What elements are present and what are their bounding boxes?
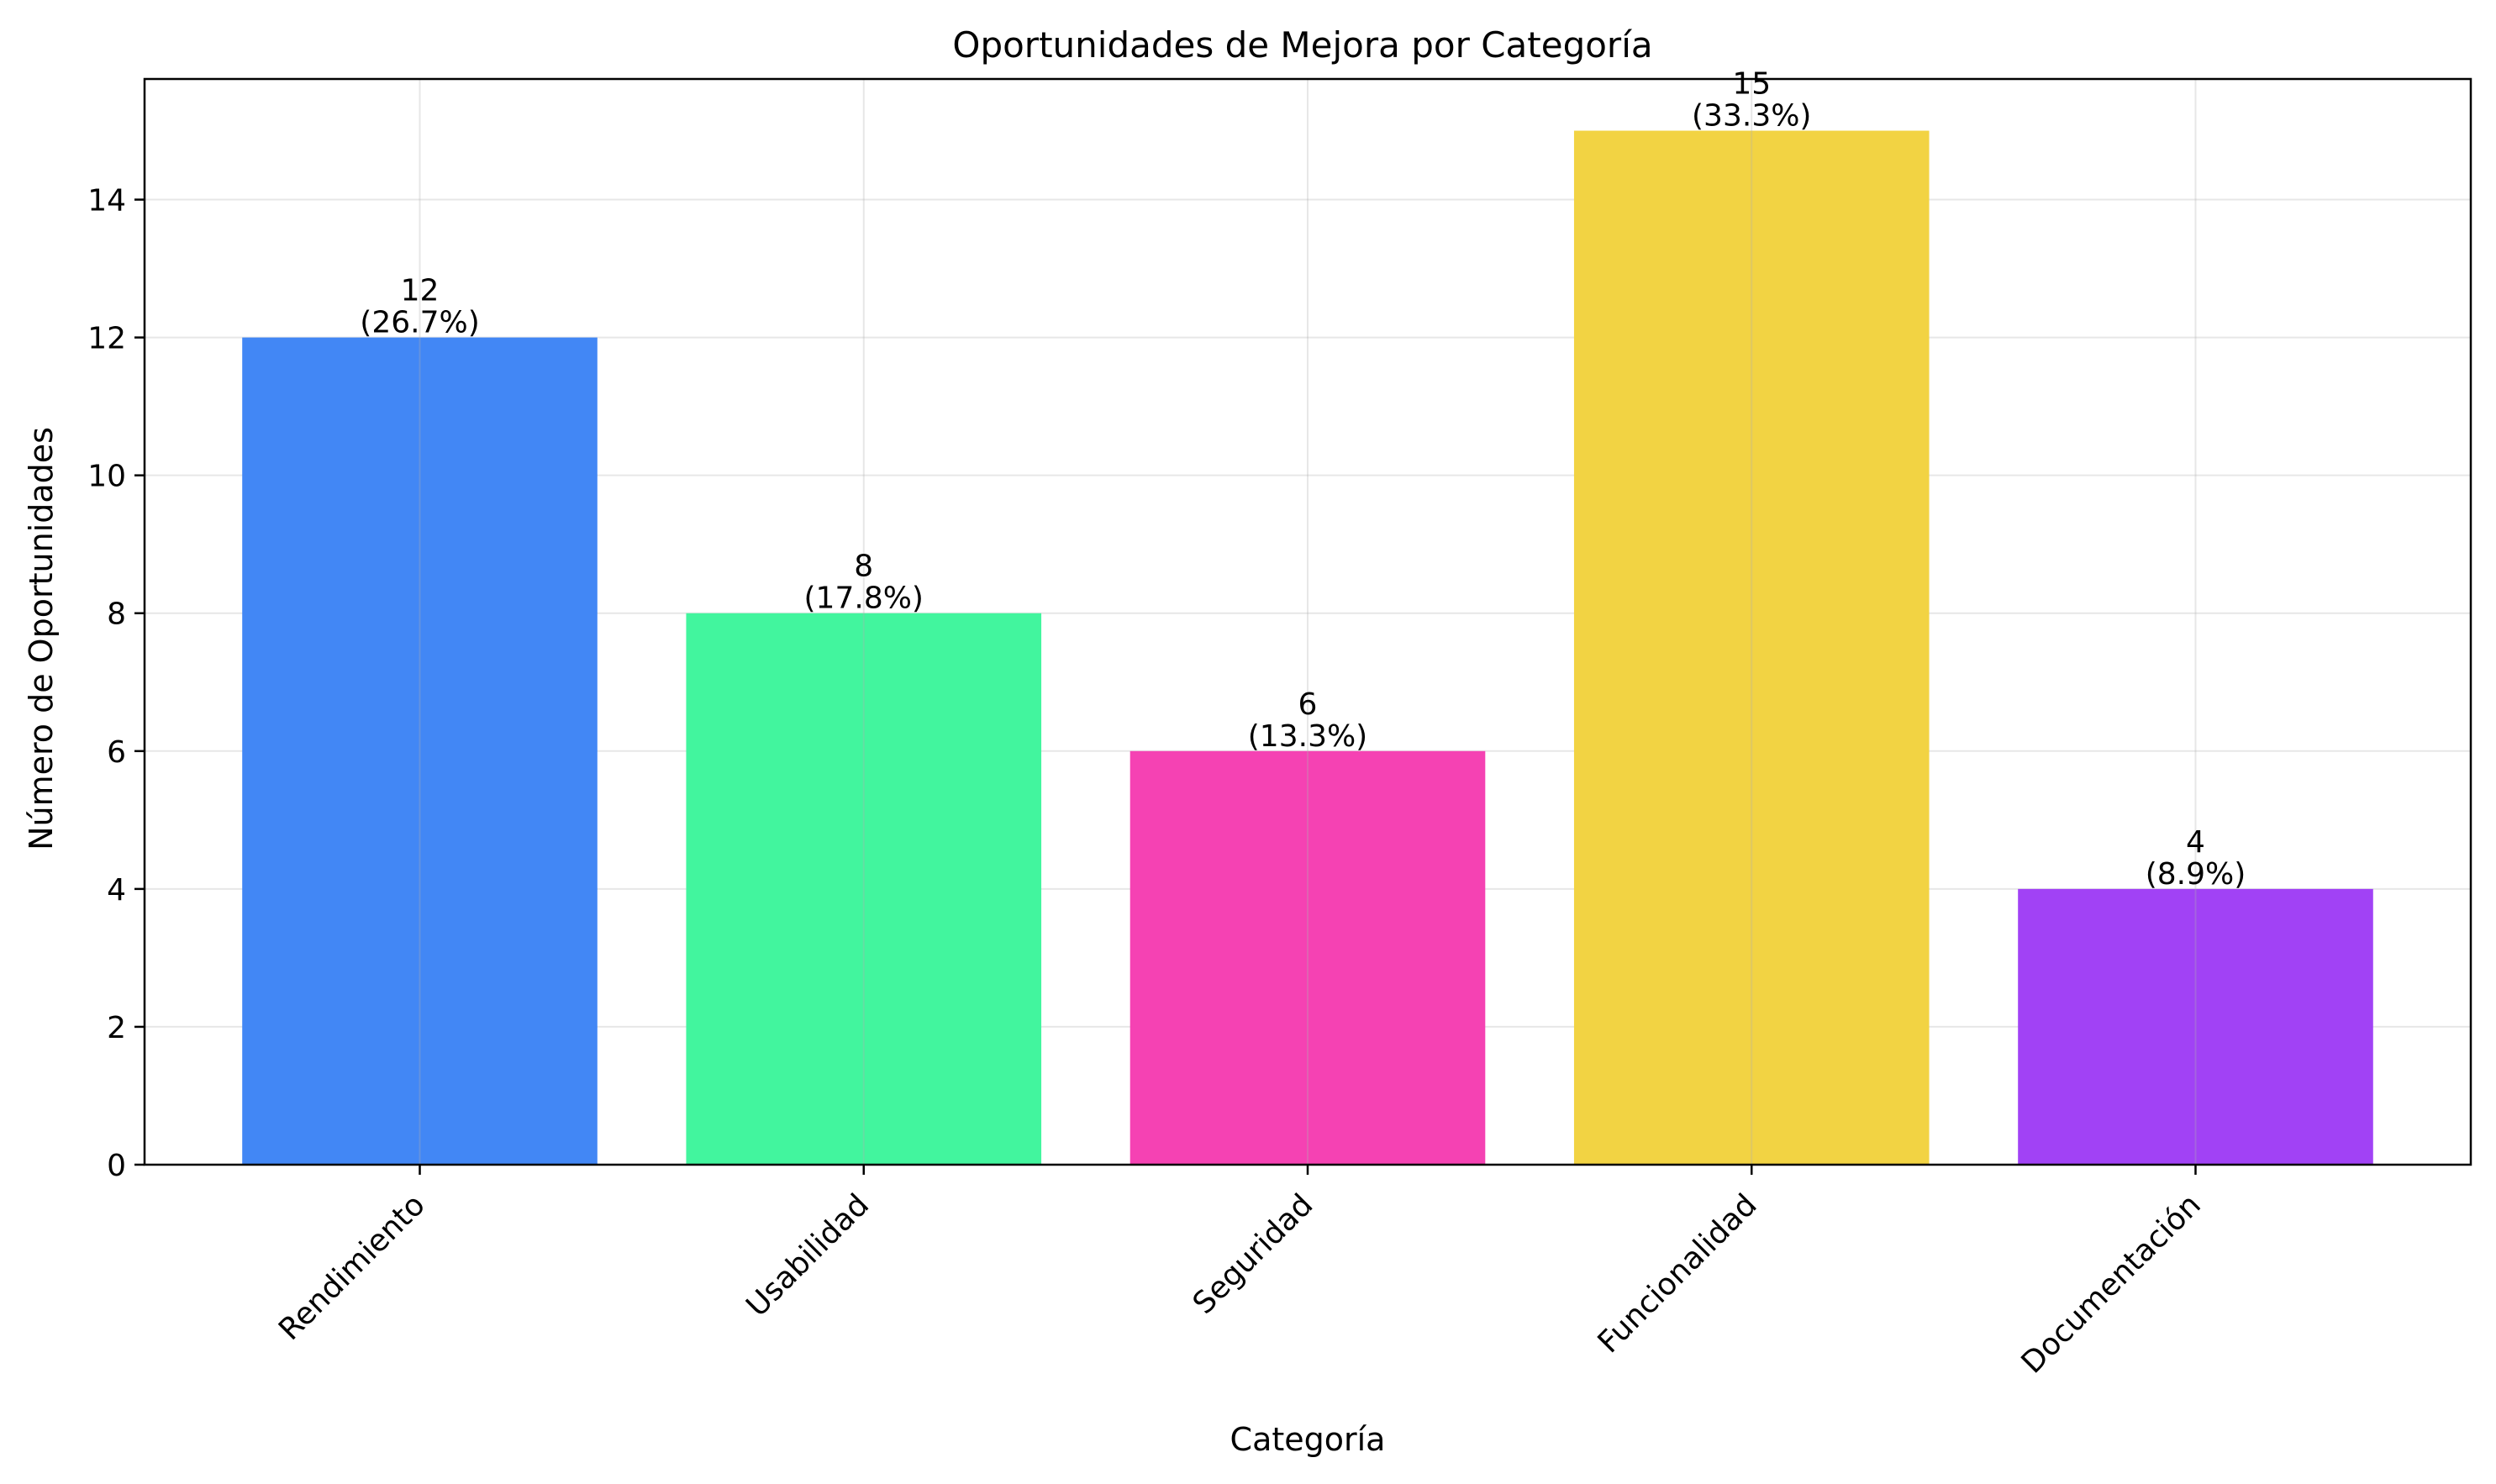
bar-rendimiento (242, 337, 598, 1166)
chart-title: Oportunidades de Mejora por Categoría (952, 24, 1652, 66)
y-axis-ticks: 0 2 4 6 8 10 12 14 (87, 184, 145, 1183)
bar-documentación (2018, 888, 2373, 1165)
y-tick-label: 8 (107, 597, 126, 632)
data-label-percent: (8.9%) (2146, 857, 2246, 892)
data-label-value: 6 (1298, 687, 1318, 722)
y-axis-label: Número de Oportunidades (23, 427, 60, 850)
data-label-percent: (13.3%) (1248, 719, 1367, 754)
data-label-percent: (33.3%) (1692, 99, 1811, 134)
y-tick-label: 10 (87, 460, 126, 494)
bars (242, 130, 2373, 1166)
bar-seguridad (1130, 750, 1486, 1165)
x-tick-label: Rendimiento (272, 1187, 432, 1347)
data-label-value: 4 (2186, 825, 2205, 860)
x-axis-ticks: Rendimiento Usabilidad Seguridad Funcionali… (272, 1165, 2208, 1381)
bar-usabilidad (686, 613, 1042, 1165)
data-label-value: 15 (1732, 67, 1771, 102)
data-label-percent: (17.8%) (804, 581, 924, 616)
x-axis-label: Categoría (1230, 1421, 1386, 1458)
bar-funcionalidad (1573, 130, 1930, 1165)
y-tick-label: 14 (87, 184, 126, 218)
y-tick-label: 0 (107, 1149, 126, 1183)
y-tick-label: 2 (107, 1011, 126, 1045)
data-label-percent: (26.7%) (360, 306, 479, 340)
x-tick-label: Funcionalidad (1592, 1187, 1764, 1360)
data-label-value: 8 (854, 550, 873, 584)
y-tick-label: 12 (87, 322, 126, 356)
vertical-grid-lines (419, 79, 2197, 1165)
x-tick-label: Seguridad (1187, 1187, 1320, 1321)
y-tick-label: 6 (107, 735, 126, 770)
data-labels: 12(26.7%) 8(17.8%) 6(13.3%) 15(33.3%) 4(8.9%… (360, 67, 2246, 892)
data-label-value: 12 (401, 274, 440, 308)
x-tick-label: Documentación (2015, 1187, 2208, 1380)
x-tick-label: Usabilidad (740, 1187, 876, 1323)
y-tick-label: 4 (107, 873, 126, 908)
